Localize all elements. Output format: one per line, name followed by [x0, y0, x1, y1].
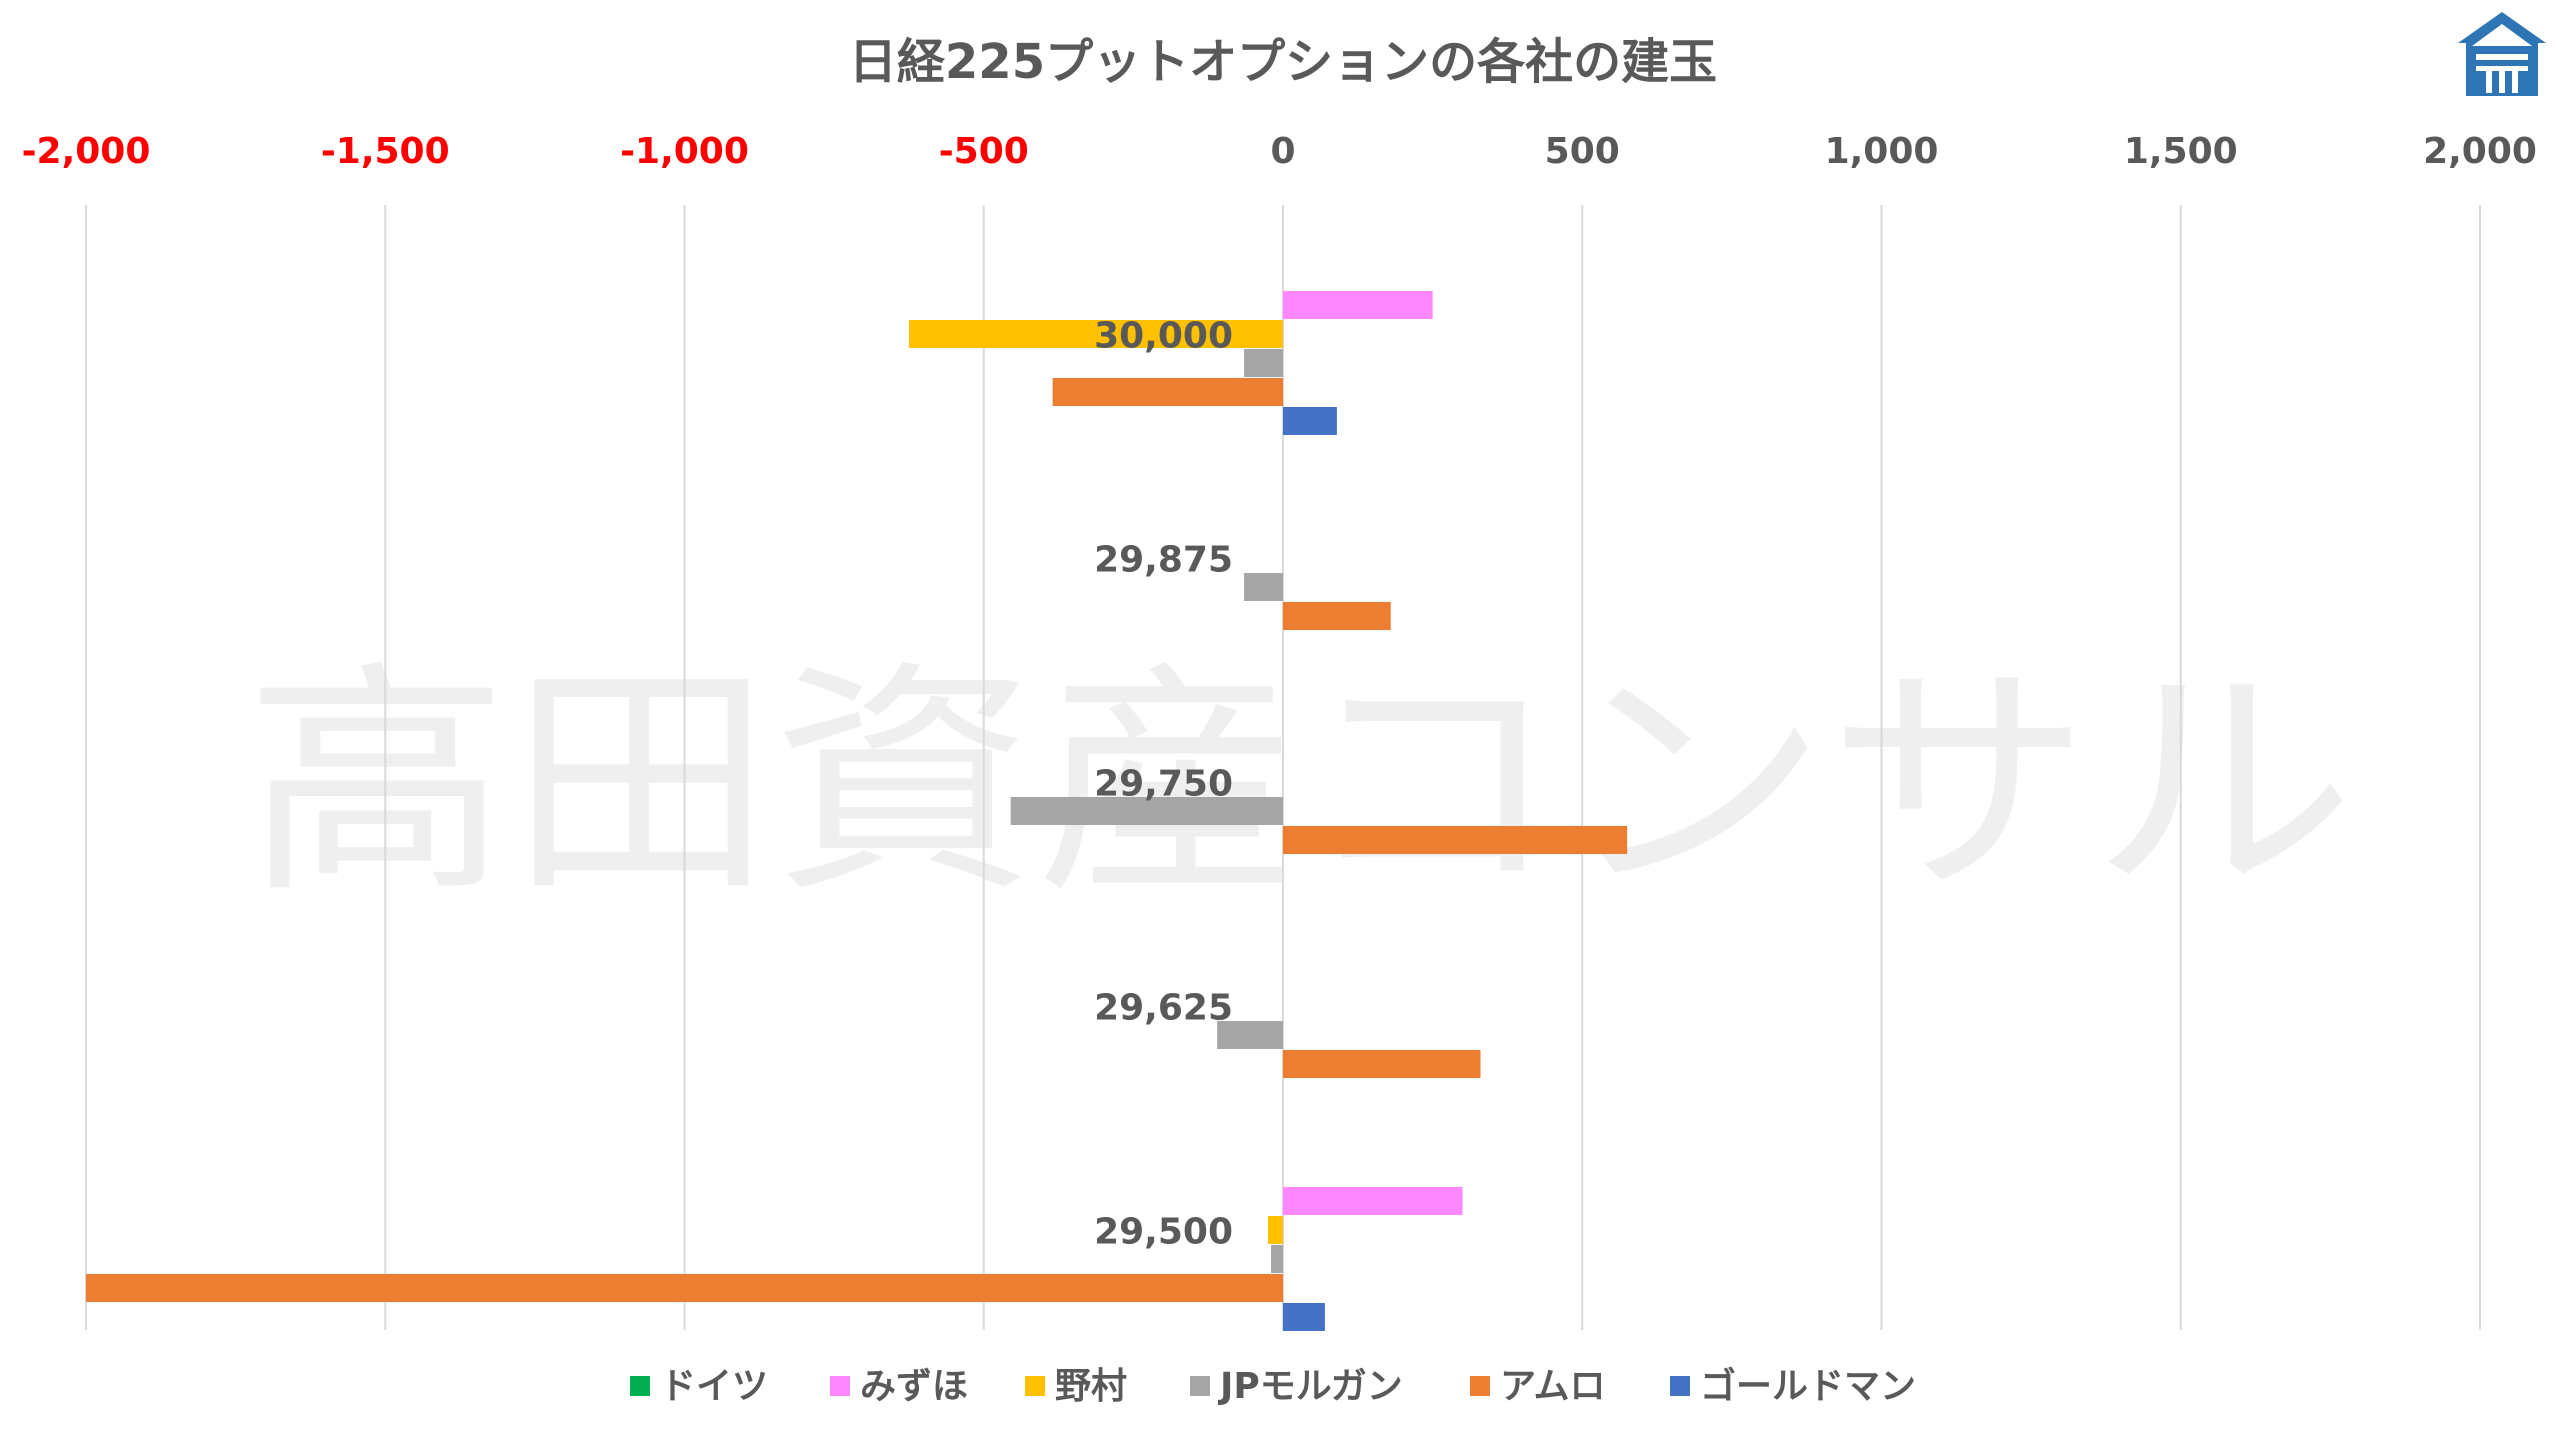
- chart-title: 日経225プットオプションの各社の建玉: [849, 34, 1717, 90]
- x-tick-label: -2,000: [22, 131, 151, 172]
- legend-swatch: [830, 1376, 850, 1396]
- x-tick-label: 1,000: [1825, 131, 1939, 172]
- bar: [1244, 349, 1283, 377]
- bar: [86, 1274, 1283, 1302]
- legend-swatch: [1470, 1376, 1490, 1396]
- legend: ドイツ みずほ 野村 JPモルガン アムロ ゴールドマン: [630, 1365, 1916, 1407]
- legend-label: ゴールドマン: [1700, 1365, 1916, 1407]
- bar: [1268, 1216, 1283, 1244]
- category-labels: 30,000 29,875 29,750 29,625 29,500: [1094, 315, 1233, 1252]
- house-logo-icon: [2458, 12, 2546, 96]
- bar: [1217, 1021, 1283, 1049]
- bar: [1271, 1245, 1283, 1273]
- legend-swatch: [630, 1376, 650, 1396]
- bar: [1010, 797, 1283, 825]
- category-label: 29,625: [1094, 987, 1233, 1028]
- bar: [1052, 378, 1283, 406]
- legend-label: ドイツ: [660, 1366, 768, 1407]
- x-tick-label: -500: [939, 131, 1029, 172]
- category-label: 29,750: [1094, 763, 1233, 804]
- legend-swatch: [1025, 1376, 1045, 1396]
- watermark: 高田資産コンサル: [245, 641, 2355, 926]
- bar: [908, 320, 1283, 348]
- legend-swatch: [1190, 1376, 1210, 1396]
- x-tick-label: 0: [1270, 131, 1295, 172]
- x-tick-label: 1,500: [2124, 131, 2238, 172]
- bar: [1283, 291, 1433, 319]
- legend-label: アムロ: [1500, 1366, 1605, 1407]
- bar: [1283, 826, 1628, 854]
- bar: [1244, 573, 1283, 601]
- bar: [1283, 602, 1391, 630]
- legend-swatch: [1670, 1376, 1690, 1396]
- bar: [1283, 407, 1337, 435]
- bar: [1283, 1050, 1481, 1078]
- bars: [86, 291, 1628, 1331]
- x-axis-ticks: -2,000 -1,500 -1,000 -500 0 500 1,000 1,500 2,00…: [22, 131, 2537, 172]
- x-tick-label: 2,000: [2423, 131, 2537, 172]
- bar: [1283, 1303, 1325, 1331]
- legend-label: みずほ: [860, 1366, 968, 1407]
- x-tick-label: -1,500: [321, 131, 450, 172]
- x-tick-label: 500: [1545, 131, 1620, 172]
- legend-label: 野村: [1055, 1366, 1127, 1407]
- bar: [1283, 1187, 1463, 1215]
- legend-label: JPモルガン: [1217, 1366, 1403, 1407]
- x-tick-label: -1,000: [620, 131, 749, 172]
- category-label: 30,000: [1094, 315, 1233, 356]
- category-label: 29,875: [1094, 539, 1233, 580]
- category-label: 29,500: [1094, 1211, 1233, 1252]
